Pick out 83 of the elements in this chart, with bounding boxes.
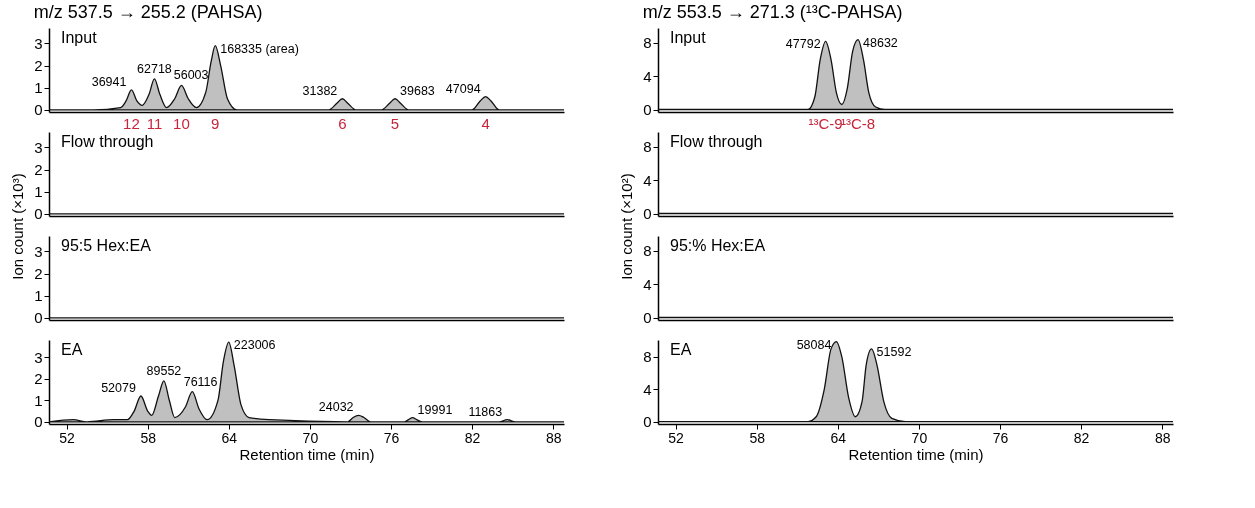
annotation: 48632 [863, 35, 898, 50]
x-tick-label: 52 [59, 429, 76, 446]
y-tick-label: 4 [643, 67, 652, 85]
x-axis-title: Retention time (min) [239, 445, 375, 463]
annotation: 36941 [91, 74, 127, 89]
y-tick-label: 2 [34, 370, 43, 388]
annotation: 31382 [302, 83, 338, 98]
y-tick-label: 0 [643, 309, 652, 326]
annotation: 168335 (area) [220, 41, 299, 56]
text: 11 [146, 115, 163, 132]
annotation: 76116 [183, 374, 218, 389]
y-axis-title: Ion count (×10²) [618, 173, 636, 280]
annotation: 223006 [233, 338, 276, 353]
x-tick-label: 64 [830, 429, 847, 446]
y-tick-label: 2 [34, 265, 43, 283]
y-tick-label: 3 [34, 34, 43, 52]
annotation: 39683 [400, 83, 435, 98]
x-tick-label: 76 [992, 429, 1009, 446]
annotation: 11863 [468, 404, 503, 419]
x-tick-label: 52 [668, 429, 685, 446]
y-tick-label: 1 [34, 79, 43, 97]
annotation: 47792 [785, 37, 821, 52]
y-tick-label: 3 [34, 242, 43, 260]
y-tick-label: 0 [643, 413, 652, 431]
x-tick-label: 88 [545, 429, 562, 446]
y-tick-label: 4 [643, 380, 652, 398]
y-axis-title: Ion count (×10³) [9, 173, 27, 280]
y-tick-label: 1 [34, 391, 43, 409]
annotation: 19991 [417, 402, 453, 417]
annotation: EA [61, 341, 83, 358]
y-tick-label: 0 [34, 413, 43, 431]
annotation: 58084 [796, 337, 832, 352]
annotation: Flow through [61, 133, 154, 150]
y-tick-label: 8 [643, 34, 652, 52]
text: 10 [173, 115, 190, 132]
y-tick-label: 8 [643, 348, 652, 366]
annotation: Input [670, 29, 707, 46]
y-tick-label: 1 [34, 287, 43, 305]
text: 9 [211, 115, 220, 132]
text: 6 [338, 115, 347, 132]
y-tick-label: 1 [34, 183, 43, 201]
annotation: 89552 [146, 363, 182, 378]
y-tick-label: 0 [643, 101, 652, 118]
y-tick-label: 4 [643, 275, 652, 293]
annotation: Input [61, 29, 98, 46]
annotation: 51592 [876, 344, 912, 359]
chart-title: m/z 537.5 → 255.2 (PAHSA) [33, 2, 263, 22]
annotation: 47094 [445, 81, 481, 96]
annotation: Flow through [670, 133, 763, 150]
y-tick-label: 2 [34, 161, 43, 179]
text: 5 [390, 115, 400, 132]
x-tick-label: 58 [749, 429, 766, 446]
x-tick-label: 82 [464, 429, 481, 446]
x-tick-label: 82 [1073, 429, 1090, 446]
text: ¹³C-8 [840, 115, 876, 132]
x-tick-label: 64 [221, 429, 238, 446]
x-tick-label: 76 [383, 429, 400, 446]
y-tick-label: 0 [34, 101, 43, 119]
x-tick-label: 70 [911, 429, 928, 446]
chart-title: m/z 553.5 → 271.3 (¹³C-PAHSA) [642, 2, 903, 22]
x-tick-label: 58 [140, 429, 157, 446]
annotation: EA [670, 341, 692, 358]
x-tick-label: 70 [302, 429, 319, 446]
y-tick-label: 3 [34, 348, 43, 366]
annotation: 52079 [101, 381, 136, 395]
text: 12 [123, 115, 140, 132]
y-tick-label: 0 [643, 205, 652, 222]
annotation: 95:% Hex:EA [670, 237, 766, 254]
y-tick-label: 0 [34, 309, 43, 327]
y-tick-label: 4 [643, 171, 652, 189]
annotation: 95:5 Hex:EA [61, 237, 152, 254]
x-tick-label: 88 [1154, 429, 1171, 446]
annotation: 56003 [173, 68, 209, 83]
annotation: 62718 [137, 61, 172, 76]
y-tick-label: 3 [34, 138, 43, 156]
text: 4 [481, 115, 490, 132]
text: ¹³C-9 [808, 115, 843, 132]
annotation: 24032 [318, 400, 354, 415]
y-tick-label: 0 [34, 205, 43, 223]
y-tick-label: 2 [34, 57, 43, 75]
x-axis-title: Retention time (min) [848, 445, 984, 463]
y-tick-label: 8 [643, 242, 652, 260]
y-tick-label: 8 [643, 138, 652, 156]
